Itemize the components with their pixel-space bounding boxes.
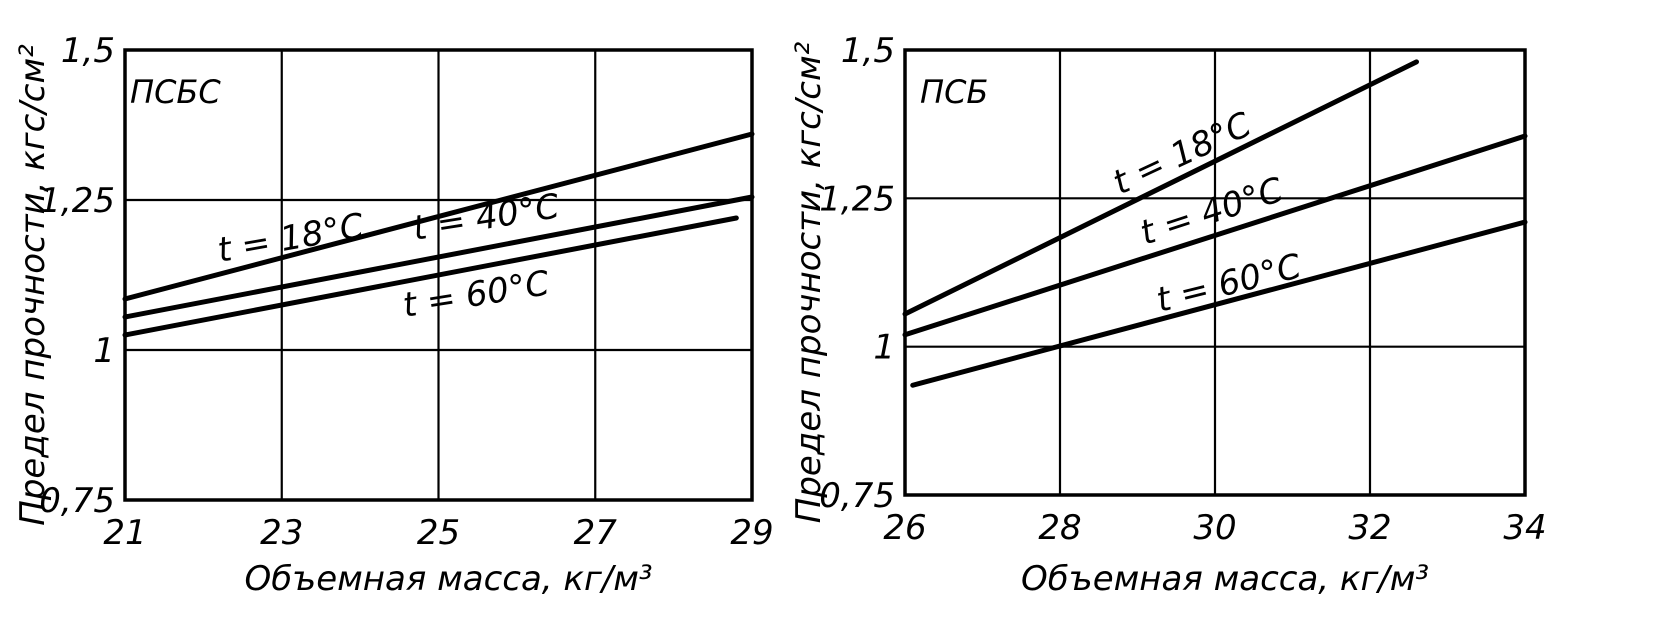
- x-axis-label: Объемная масса, кг/м³: [244, 559, 652, 599]
- y-axis-label: Предел прочности, кгс/см²: [13, 44, 53, 526]
- x-tick-label: 32: [1348, 508, 1391, 548]
- chart-psb: t = 18°Ct = 40°Ct = 60°C26 28 30 32 340,7511…: [789, 31, 1547, 599]
- x-tick-label: 34: [1503, 508, 1546, 548]
- series-label-2: t = 60°C: [400, 263, 552, 326]
- series-line-2: [910, 219, 1528, 388]
- series-line-0: [902, 59, 1419, 317]
- x-tick-label: 23: [260, 513, 303, 553]
- chart-psbs: t = 18°C t = 40°Ct = 60°C21 23 25 27 290,7511…: [13, 31, 774, 599]
- x-axis-label: Объемная масса, кг/м³: [1021, 559, 1429, 599]
- series-label-0: t = 18°C: [215, 206, 367, 271]
- y-axis-label: Предел прочности, кгс/см²: [789, 41, 829, 523]
- x-tick-label: 27: [574, 513, 618, 553]
- y-tick-label: 0,75: [819, 476, 895, 516]
- y-tick-label: 1: [93, 331, 115, 371]
- panel-label: ПСБС: [130, 73, 221, 111]
- x-tick-label: 25: [417, 513, 460, 553]
- plot-frame: [123, 48, 754, 502]
- plot-frame: [903, 48, 1527, 497]
- series-line-1: [122, 194, 755, 320]
- y-tick-label: 1,25: [39, 181, 115, 221]
- panel-label: ПСБ: [920, 73, 988, 111]
- x-tick-label: 29: [730, 513, 773, 553]
- x-tick-label: 26: [883, 508, 926, 548]
- series-label-2: t = 60°C: [1153, 246, 1306, 321]
- x-tick-label: 30: [1193, 508, 1236, 548]
- series-line-1: [902, 133, 1528, 338]
- x-tick-label: 28: [1038, 508, 1081, 548]
- y-tick-label: 1,5: [841, 31, 895, 71]
- y-tick-label: 1: [873, 328, 895, 368]
- series-line-0: [122, 131, 755, 302]
- y-tick-label: 1,25: [819, 179, 895, 219]
- y-tick-label: 1,5: [61, 31, 115, 71]
- series-line-2: [122, 215, 739, 338]
- x-tick-label: 21: [103, 513, 146, 553]
- y-tick-label: 0,75: [39, 481, 115, 521]
